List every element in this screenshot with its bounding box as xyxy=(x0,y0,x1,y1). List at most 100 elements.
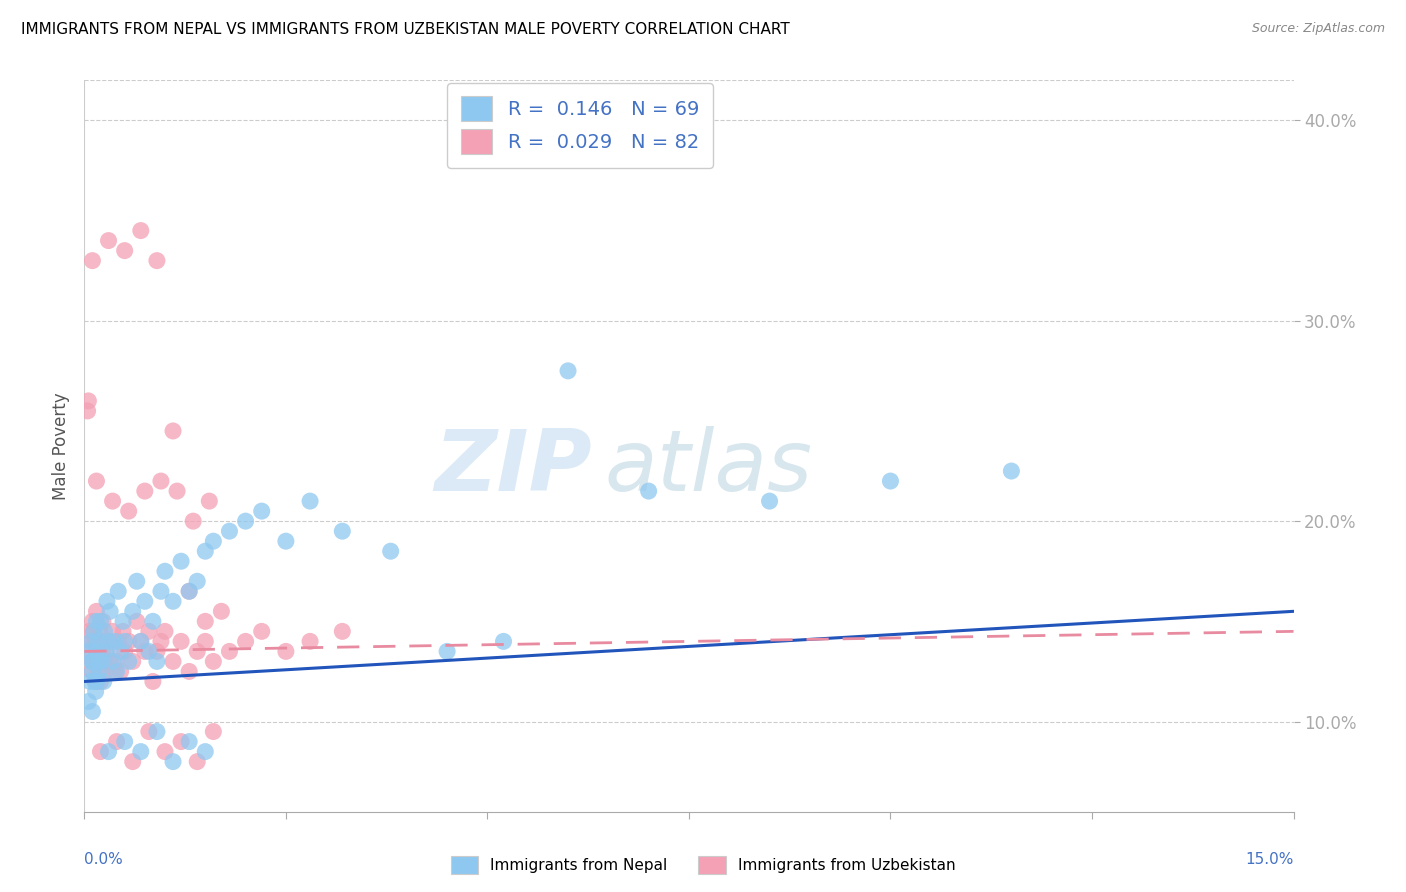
Point xyxy=(194,745,217,759)
Point xyxy=(104,634,127,648)
Point xyxy=(492,634,515,648)
Point xyxy=(194,544,217,558)
Point xyxy=(218,644,240,658)
Text: 15.0%: 15.0% xyxy=(1246,852,1294,867)
Legend: Immigrants from Nepal, Immigrants from Uzbekistan: Immigrants from Nepal, Immigrants from U… xyxy=(444,850,962,880)
Point xyxy=(97,634,120,648)
Point xyxy=(77,644,100,658)
Point xyxy=(138,644,160,658)
Point xyxy=(83,624,105,639)
Point xyxy=(87,655,110,669)
Point xyxy=(250,504,273,518)
Point xyxy=(86,644,108,658)
Point xyxy=(77,393,100,408)
Point xyxy=(83,634,105,648)
Point xyxy=(82,615,104,629)
Point xyxy=(90,634,112,648)
Point xyxy=(83,674,105,689)
Point xyxy=(186,755,208,769)
Point xyxy=(87,665,110,679)
Point xyxy=(142,674,165,689)
Point xyxy=(194,615,217,629)
Point xyxy=(153,745,176,759)
Point xyxy=(101,494,124,508)
Point xyxy=(89,624,111,639)
Point xyxy=(80,634,103,648)
Point xyxy=(82,665,104,679)
Point xyxy=(181,514,204,528)
Point xyxy=(118,504,141,518)
Point xyxy=(97,634,120,648)
Point xyxy=(84,674,107,689)
Text: IMMIGRANTS FROM NEPAL VS IMMIGRANTS FROM UZBEKISTAN MALE POVERTY CORRELATION CHA: IMMIGRANTS FROM NEPAL VS IMMIGRANTS FROM… xyxy=(21,22,790,37)
Point xyxy=(125,615,148,629)
Point xyxy=(166,484,188,499)
Legend: R =  0.146   N = 69, R =  0.029   N = 82: R = 0.146 N = 69, R = 0.029 N = 82 xyxy=(447,83,713,168)
Point xyxy=(87,634,110,648)
Point xyxy=(77,694,100,708)
Point xyxy=(86,644,108,658)
Point xyxy=(89,745,111,759)
Point xyxy=(162,655,184,669)
Point xyxy=(380,544,402,558)
Text: Source: ZipAtlas.com: Source: ZipAtlas.com xyxy=(1251,22,1385,36)
Point xyxy=(121,755,143,769)
Point xyxy=(98,655,121,669)
Point xyxy=(118,655,141,669)
Point xyxy=(101,624,124,639)
Point xyxy=(436,644,458,658)
Point xyxy=(86,615,108,629)
Point xyxy=(77,624,100,639)
Point xyxy=(80,655,103,669)
Point xyxy=(94,644,117,658)
Point xyxy=(149,634,172,648)
Point xyxy=(86,604,108,618)
Point xyxy=(76,404,98,418)
Point xyxy=(112,624,135,639)
Point xyxy=(153,624,176,639)
Point xyxy=(235,514,257,528)
Point xyxy=(82,624,104,639)
Point xyxy=(80,665,103,679)
Point xyxy=(114,644,136,658)
Point xyxy=(879,474,901,488)
Y-axis label: Male Poverty: Male Poverty xyxy=(52,392,70,500)
Point xyxy=(89,615,111,629)
Point xyxy=(1000,464,1022,478)
Point xyxy=(149,474,172,488)
Point xyxy=(87,644,110,658)
Point xyxy=(93,655,115,669)
Point xyxy=(202,655,225,669)
Point xyxy=(86,634,108,648)
Point xyxy=(82,705,104,719)
Point xyxy=(98,604,121,618)
Point xyxy=(274,644,297,658)
Point xyxy=(250,624,273,639)
Point xyxy=(82,253,104,268)
Point xyxy=(170,734,193,748)
Point xyxy=(138,624,160,639)
Point xyxy=(162,594,184,608)
Point xyxy=(79,674,101,689)
Point xyxy=(153,564,176,578)
Point xyxy=(134,484,156,499)
Point xyxy=(91,644,114,658)
Point xyxy=(104,665,127,679)
Point xyxy=(179,665,201,679)
Point xyxy=(110,644,132,658)
Point xyxy=(235,634,257,648)
Point xyxy=(89,674,111,689)
Point xyxy=(114,634,136,648)
Point xyxy=(170,634,193,648)
Point xyxy=(118,634,141,648)
Point xyxy=(198,494,221,508)
Text: atlas: atlas xyxy=(605,426,813,509)
Point xyxy=(129,745,152,759)
Point xyxy=(330,524,353,538)
Point xyxy=(202,724,225,739)
Point xyxy=(299,494,322,508)
Point xyxy=(142,615,165,629)
Point xyxy=(114,244,136,258)
Point xyxy=(89,665,111,679)
Point xyxy=(110,665,132,679)
